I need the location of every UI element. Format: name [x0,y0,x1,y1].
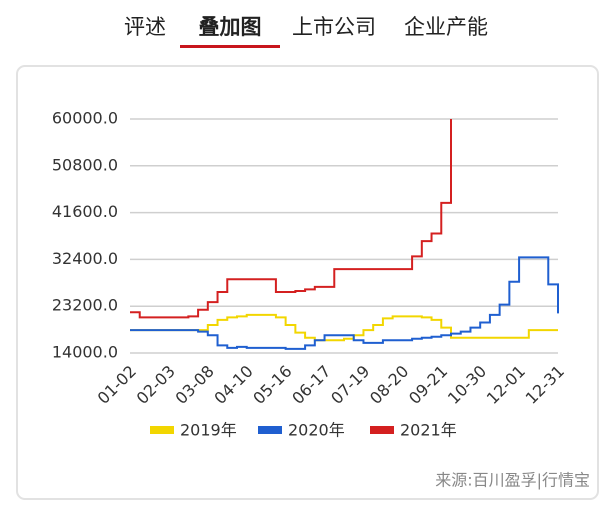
y-tick-label: 60000.0 [52,109,118,128]
tab[interactable]: 企业产能 [404,15,488,39]
tab[interactable]: 叠加图 [199,15,262,39]
legend-swatch [370,426,394,434]
legend-swatch [258,426,282,434]
legend-label: 2020年 [288,421,345,440]
series-line [130,119,452,319]
y-tick-label: 32400.0 [52,249,118,268]
y-tick-label: 50800.0 [52,155,118,174]
tab-underline [180,45,280,48]
legend-label: 2021年 [400,421,457,440]
source: 来源:百川盈孚|行情宝 [435,471,590,490]
legend-label: 2019年 [180,421,237,440]
card [16,65,599,500]
tab[interactable]: 评述 [124,15,166,39]
y-tick-label: 23200.0 [52,296,118,315]
y-tick-label: 41600.0 [52,202,118,221]
series-line [130,313,558,342]
series-line [130,256,559,350]
tab[interactable]: 上市公司 [292,15,376,39]
y-tick-label: 14000.0 [52,343,118,362]
legend-swatch [150,426,174,434]
